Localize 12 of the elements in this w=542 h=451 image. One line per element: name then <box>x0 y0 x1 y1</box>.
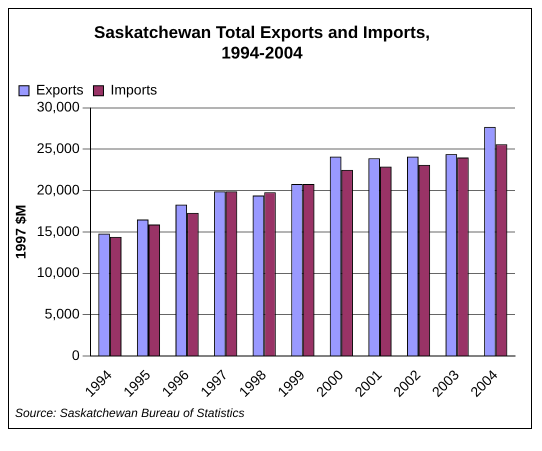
y-axis-title: 1997 $M <box>12 204 28 260</box>
y-tick-label: 15,000 <box>36 222 80 239</box>
y-tick-label: 25,000 <box>36 140 80 156</box>
y-tick-label: 20,000 <box>36 181 80 198</box>
legend-label: Exports <box>36 82 84 98</box>
y-tick-label: 30,000 <box>36 98 80 115</box>
chart-title: Saskatchewan Total Exports and Imports, 1994-2004 <box>94 22 430 62</box>
y-tick-label: 10,000 <box>36 264 80 280</box>
source-note: Source: Saskatchewan Bureau of Statistics <box>14 405 246 422</box>
legend-label: Imports <box>110 82 158 98</box>
y-tick-label: 0 <box>72 346 80 363</box>
y-tick-label: 5,000 <box>44 306 80 322</box>
